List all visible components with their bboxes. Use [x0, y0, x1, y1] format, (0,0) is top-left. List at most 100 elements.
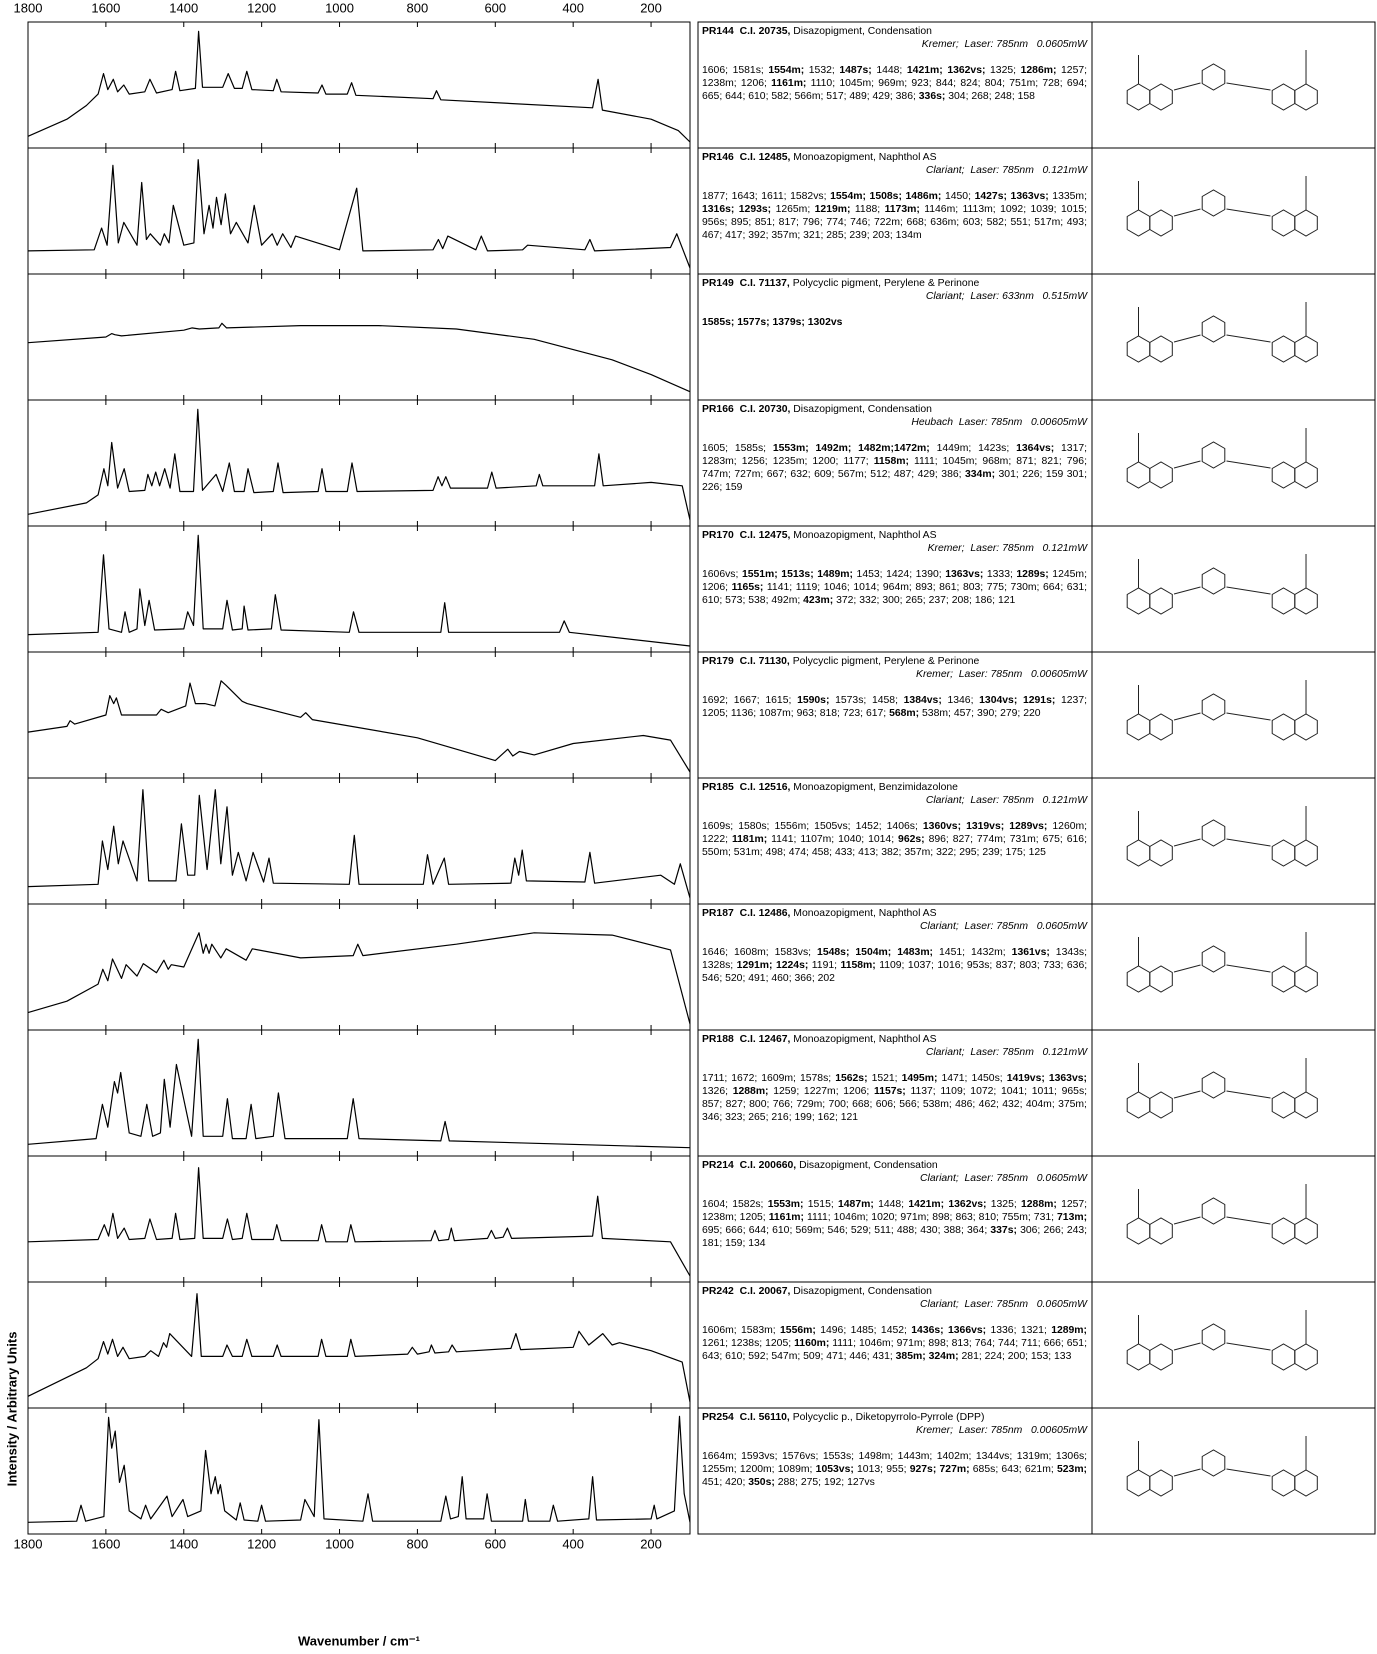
- spectrum: [28, 535, 690, 646]
- peak: 546;: [702, 973, 722, 984]
- peak: 1113m;: [963, 204, 996, 215]
- laser: Laser: 785nm: [970, 1047, 1034, 1058]
- peak: 199;: [795, 1112, 815, 1123]
- panel-frame: [28, 400, 690, 526]
- table-row-text: PR187 C.I. 12486, Monoazopigment, Naphth…: [698, 904, 1092, 1030]
- peak: 1177;: [843, 456, 868, 467]
- peak: 1014;: [868, 834, 894, 845]
- table-cell: [1092, 652, 1375, 778]
- supplier: Clariant;: [920, 1299, 959, 1310]
- structure-ring: [1272, 84, 1295, 110]
- peak: 592;: [748, 1351, 768, 1362]
- peak: 431;: [873, 1351, 893, 1362]
- peak: 1360vs;: [923, 821, 961, 832]
- peak: 462;: [979, 1099, 999, 1110]
- peak: 285;: [826, 230, 846, 241]
- x-tick-label: 1800: [14, 0, 43, 15]
- color-index: C.I. 71130,: [740, 656, 790, 667]
- peak: 766;: [773, 1099, 793, 1110]
- structure-bond: [1139, 1310, 1307, 1350]
- peak: 1606m;: [702, 1325, 737, 1336]
- peak: 517m;: [1034, 217, 1063, 228]
- structure-ring: [1150, 1092, 1173, 1118]
- structure-ring: [1272, 840, 1295, 866]
- peak: 582;: [987, 217, 1007, 228]
- structure-ring: [1150, 588, 1173, 614]
- peak: 1556m;: [774, 821, 809, 832]
- peak: 711;: [1021, 1338, 1040, 1349]
- peak: 1256;: [742, 456, 768, 467]
- spectrum: [28, 323, 690, 391]
- peak: 1508s;: [870, 191, 902, 202]
- peak: 730m;: [1011, 582, 1040, 593]
- peak: 467;: [702, 230, 722, 241]
- peak: 423m;: [803, 595, 833, 606]
- peak: 1222;: [702, 834, 728, 845]
- peak: 386;: [896, 91, 916, 102]
- table-cell: [1092, 274, 1375, 400]
- pigment-code: PR185: [702, 782, 734, 793]
- peak: 203;: [873, 230, 893, 241]
- peak: 1390;: [916, 569, 942, 580]
- peak: 898;: [928, 1338, 948, 1349]
- peak: 1046m;: [834, 1212, 869, 1223]
- structure-bond: [1139, 680, 1307, 720]
- peak: 162;: [818, 1112, 838, 1123]
- structure-ring: [1127, 336, 1150, 362]
- peak: 644;: [725, 91, 745, 102]
- peak: 1443m;: [898, 1451, 933, 1462]
- peak: 417;: [725, 230, 745, 241]
- peak: 1483m;: [897, 947, 933, 958]
- peak: 1160m;: [794, 1338, 829, 1349]
- structure-ring: [1295, 84, 1318, 110]
- structure-bond: [1139, 932, 1307, 972]
- structure-ring: [1295, 210, 1318, 236]
- pigment-code: PR254: [702, 1412, 734, 1423]
- peak: 695;: [702, 1225, 722, 1236]
- pigment-class: Monoazopigment, Naphthol AS: [793, 530, 936, 541]
- peak: 1451;: [939, 947, 965, 958]
- peak: 334m;: [965, 469, 995, 480]
- peak: 1672;: [731, 1073, 757, 1084]
- peak: 1319vs;: [966, 821, 1004, 832]
- panel-frame: [28, 274, 690, 400]
- table-cell: [1092, 1408, 1375, 1534]
- peak: 1107m;: [800, 834, 834, 845]
- peak: 1556m;: [780, 1325, 816, 1336]
- peak: 1553s;: [823, 1451, 854, 1462]
- peak: 1053vs;: [816, 1464, 854, 1475]
- peak: 1504m;: [855, 947, 891, 958]
- panel-frame: [28, 904, 690, 1030]
- measurement-info: Kremer; Laser: 785nm 0.00605mW: [702, 668, 1087, 681]
- peak: 603;: [963, 217, 983, 228]
- peak: 1576vs;: [782, 1451, 818, 1462]
- peak-list: 1664m; 1593vs; 1576vs; 1553s; 1498m; 144…: [702, 1450, 1087, 1489]
- pigment-code: PR146: [702, 152, 734, 163]
- laser-power: 0.121mW: [1043, 1047, 1087, 1058]
- peak: 375m;: [1058, 1099, 1087, 1110]
- laser: Laser: 785nm: [970, 165, 1034, 176]
- supplier: Clariant;: [926, 795, 965, 806]
- peak: 751m;: [1009, 78, 1038, 89]
- peak: 529;: [851, 1225, 871, 1236]
- laser-power: 0.121mW: [1043, 795, 1087, 806]
- peak: 372;: [836, 595, 856, 606]
- peak: 1087m;: [759, 708, 794, 719]
- peak: 159: [725, 482, 742, 493]
- peak: 851;: [755, 217, 775, 228]
- laser: Laser: 785nm: [965, 921, 1029, 932]
- structure-ring: [1127, 1092, 1150, 1118]
- peak: 727m;: [940, 1464, 970, 1475]
- x-tick-label: 400: [562, 0, 584, 15]
- peak: 1487m;: [838, 1199, 874, 1210]
- pigment-code: PR187: [702, 908, 734, 919]
- peak: 1181m;: [732, 834, 767, 845]
- peak: 531m;: [734, 847, 763, 858]
- panel-frame: [28, 22, 690, 148]
- peak: 266;: [1043, 1225, 1063, 1236]
- peak: 336s;: [919, 91, 946, 102]
- x-tick-label: 1000: [325, 1536, 354, 1551]
- supplier: Kremer;: [916, 669, 953, 680]
- structure-bond: [1139, 1184, 1307, 1224]
- peak: 1261;: [702, 1338, 728, 1349]
